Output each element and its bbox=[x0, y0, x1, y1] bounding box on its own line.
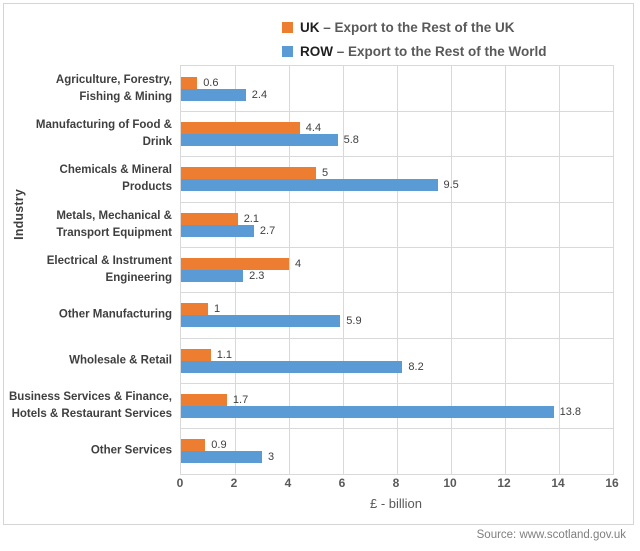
bar-value-label: 2.3 bbox=[249, 270, 265, 282]
x-axis-ticks: 0 2 4 6 8 10 12 14 16 bbox=[176, 476, 619, 492]
bar-uk bbox=[181, 439, 206, 452]
legend-series-name: UK bbox=[300, 20, 320, 35]
gridline bbox=[181, 292, 613, 294]
x-tick-label: 8 bbox=[392, 476, 400, 490]
bar-row bbox=[181, 406, 554, 418]
bar-value-label: 13.8 bbox=[559, 406, 582, 418]
bar-uk bbox=[181, 348, 211, 361]
bar-uk bbox=[181, 167, 316, 180]
bar-value-label: 3 bbox=[268, 451, 275, 464]
bar-row bbox=[181, 315, 341, 328]
uk-series-swatch-icon bbox=[282, 22, 293, 33]
x-tick-label: 6 bbox=[338, 476, 346, 490]
bar-row bbox=[181, 224, 254, 237]
legend-series-description: – Export to the Rest of the World bbox=[336, 44, 547, 59]
gridline bbox=[288, 66, 290, 474]
category-label: Chemicals & Mineral Products bbox=[59, 164, 172, 194]
x-tick-label: 0 bbox=[176, 476, 184, 490]
bar-value-label: 1.1 bbox=[216, 348, 232, 361]
bar-value-label: 2.7 bbox=[259, 224, 276, 237]
gridline bbox=[342, 66, 344, 474]
bar-value-label: 4.4 bbox=[305, 122, 322, 134]
gridline bbox=[181, 110, 613, 112]
bar-row bbox=[181, 179, 438, 192]
category-label: Business Services & Finance, Hotels & Re… bbox=[9, 391, 172, 420]
gridline bbox=[181, 246, 613, 248]
bar-uk bbox=[181, 76, 198, 89]
gridline bbox=[558, 66, 560, 474]
bar-value-label: 0.6 bbox=[203, 76, 219, 89]
legend-series-name: ROW bbox=[300, 44, 333, 59]
gridline bbox=[450, 66, 452, 474]
plot-area: 0.6 2.4 4.4 5.8 5 9.5 2.1 2.7 4 2.3 1 5.9 1.1 8.2 1.7 1… bbox=[180, 65, 614, 475]
legend: UK – Export to the Rest of the UK ROW – … bbox=[282, 20, 547, 68]
bar-value-label: 4 bbox=[295, 258, 302, 270]
bar-uk bbox=[181, 212, 238, 225]
bar-value-label: 2.1 bbox=[243, 212, 259, 225]
bar-value-label: 5.9 bbox=[346, 315, 362, 328]
category-label: Other Manufacturing bbox=[58, 308, 172, 321]
bar-row bbox=[181, 134, 338, 146]
bar-uk bbox=[181, 122, 300, 134]
bar-row bbox=[181, 88, 246, 101]
gridline bbox=[181, 337, 613, 339]
legend-item-uk: UK – Export to the Rest of the UK bbox=[282, 20, 547, 35]
category-label: Manufacturing of Food & Drink bbox=[35, 119, 172, 148]
bar-row bbox=[181, 360, 403, 373]
legend-label-row: ROW – Export to the Rest of the World bbox=[300, 44, 547, 59]
bar-value-label: 1.7 bbox=[232, 394, 249, 406]
category-label: Other Services bbox=[90, 444, 172, 457]
bar-uk bbox=[181, 394, 227, 406]
gridline bbox=[504, 66, 506, 474]
gridline bbox=[396, 66, 398, 474]
x-tick-label: 2 bbox=[230, 476, 238, 490]
category-label: Wholesale & Retail bbox=[69, 354, 172, 367]
x-tick-label: 10 bbox=[443, 476, 457, 490]
bar-value-label: 5 bbox=[322, 167, 329, 180]
legend-series-description: – Export to the Rest of the UK bbox=[323, 20, 515, 35]
x-axis-title: £ - billion bbox=[369, 496, 423, 511]
bar-value-label: 2.4 bbox=[251, 88, 268, 101]
legend-label-uk: UK – Export to the Rest of the UK bbox=[300, 20, 515, 35]
category-label: Electrical & Instrument Engineering bbox=[46, 255, 172, 284]
x-tick-label: 14 bbox=[551, 476, 565, 490]
bar-value-label: 0.9 bbox=[211, 439, 227, 452]
x-tick-label: 16 bbox=[605, 476, 619, 490]
category-label: Agriculture, Forestry, Fishing & Mining bbox=[55, 73, 172, 103]
bar-uk bbox=[181, 258, 289, 270]
bar-value-label: 8.2 bbox=[408, 360, 424, 373]
gridline bbox=[181, 156, 613, 158]
bar-row bbox=[181, 270, 244, 282]
chart-box: UK – Export to the Rest of the UK ROW – … bbox=[3, 3, 634, 525]
bar-row bbox=[181, 451, 262, 464]
bar-uk bbox=[181, 303, 208, 316]
gridline bbox=[181, 201, 613, 203]
gridline bbox=[181, 428, 613, 430]
legend-item-row: ROW – Export to the Rest of the World bbox=[282, 44, 547, 59]
bar-value-label: 1 bbox=[214, 303, 221, 316]
source-note: Source: www.scotland.gov.uk bbox=[476, 529, 626, 541]
gridline bbox=[181, 382, 613, 384]
row-series-swatch-icon bbox=[282, 46, 293, 57]
x-tick-label: 12 bbox=[497, 476, 511, 490]
bar-value-label: 9.5 bbox=[443, 179, 459, 192]
bar-value-label: 5.8 bbox=[343, 134, 359, 146]
x-tick-label: 4 bbox=[284, 476, 292, 490]
category-label: Metals, Mechanical & Transport Equipment bbox=[56, 209, 172, 239]
